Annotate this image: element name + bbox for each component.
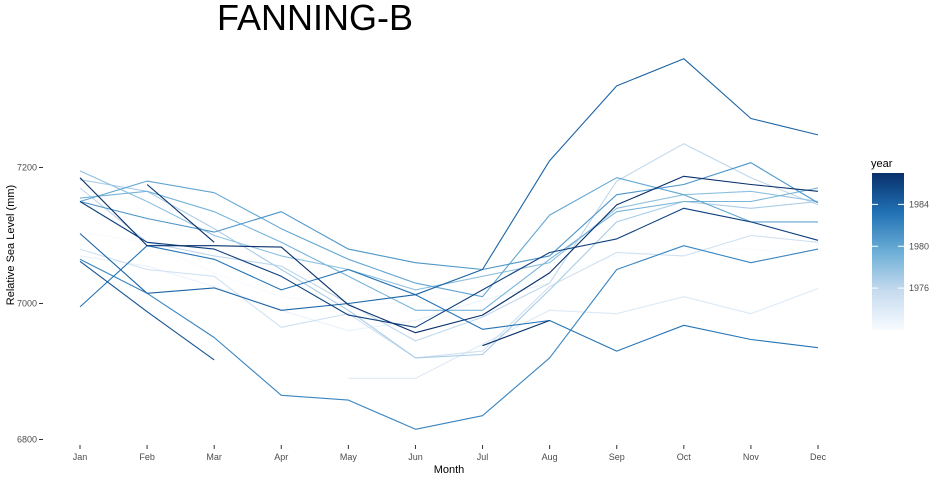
series-line-1981 bbox=[79, 162, 819, 271]
chart-title: FANNING-B bbox=[217, 0, 413, 38]
x-tick-label: Oct bbox=[677, 452, 692, 462]
series-line-1979 bbox=[79, 187, 819, 311]
series-line-1987 bbox=[79, 175, 819, 334]
x-axis-label: Month bbox=[434, 464, 465, 476]
x-tick-label: Jan bbox=[73, 452, 88, 462]
y-tick-label: 7200 bbox=[17, 163, 37, 173]
y-axis: 6800 7000 7200 bbox=[17, 163, 43, 445]
series-line-1982 bbox=[79, 245, 819, 430]
y-tick-label: 7000 bbox=[17, 299, 37, 309]
x-tick-label: Mar bbox=[206, 452, 222, 462]
series-line-1987 bbox=[146, 184, 550, 347]
x-tick-label: Jul bbox=[477, 452, 489, 462]
series-line-1985 bbox=[79, 260, 215, 361]
series-line-1975 bbox=[79, 234, 819, 359]
y-axis-label: Relative Sea Level (mm) bbox=[5, 185, 17, 305]
series-line-1972 bbox=[79, 231, 819, 305]
x-tick-label: Aug bbox=[542, 452, 558, 462]
x-tick-label: Feb bbox=[139, 452, 155, 462]
series-lines bbox=[79, 58, 819, 430]
series-line-1984 bbox=[79, 58, 819, 311]
x-axis: Jan Feb Mar Apr May Jun Jul Aug Sep Oct Nov Dec bbox=[73, 445, 827, 462]
legend-break-label: 1976 bbox=[909, 283, 929, 293]
legend-break-label: 1984 bbox=[909, 199, 929, 209]
legend: year 1976 1980 1984 bbox=[871, 158, 929, 330]
series-line-1974 bbox=[348, 287, 819, 379]
x-tick-label: Jun bbox=[408, 452, 423, 462]
legend-break-label: 1980 bbox=[909, 241, 929, 251]
x-tick-label: May bbox=[340, 452, 358, 462]
y-tick-label: 6800 bbox=[17, 435, 37, 445]
series-line-1980 bbox=[79, 177, 818, 298]
x-tick-label: Nov bbox=[743, 452, 760, 462]
series-line-1976 bbox=[79, 143, 819, 342]
series-line-1983 bbox=[79, 245, 819, 352]
x-tick-label: Dec bbox=[810, 452, 827, 462]
x-tick-label: Sep bbox=[609, 452, 625, 462]
x-tick-label: Apr bbox=[274, 452, 288, 462]
series-line-1986 bbox=[79, 201, 819, 328]
legend-title: year bbox=[871, 158, 893, 170]
series-line-1977 bbox=[79, 179, 819, 359]
legend-colorbar bbox=[872, 173, 904, 330]
